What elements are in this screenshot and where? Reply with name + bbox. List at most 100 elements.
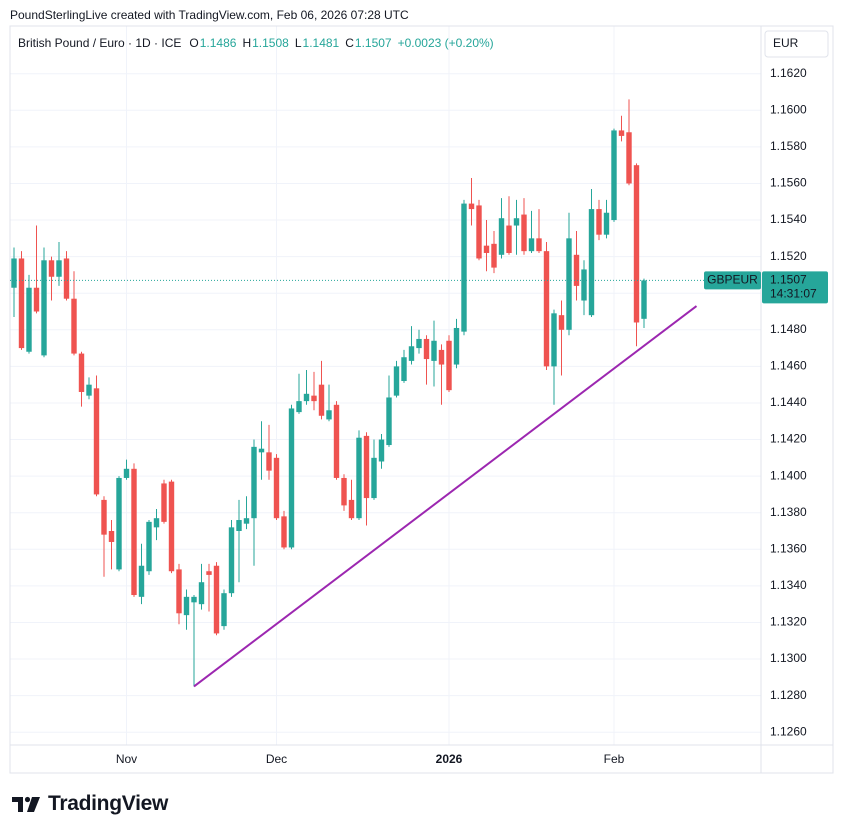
y-tick-label: 1.1440 [770,395,807,409]
candle-body [273,457,280,519]
open-label: O [189,36,199,50]
y-tick-label: 1.1560 [770,176,807,190]
candle-body [318,384,325,416]
candle-body [528,238,535,252]
candle-body [213,565,220,634]
close-value: 1.1507 [354,36,392,50]
candle-body [101,499,107,535]
currency-box[interactable] [764,30,829,58]
candle-body [266,452,272,471]
candle-body [296,401,302,413]
candle-body [341,477,347,506]
candle-body [206,571,212,575]
high-value: 1.1508 [252,36,289,50]
candle-body [138,565,145,597]
candle-body [498,218,505,255]
high-label: H [242,36,252,50]
candle-body [86,384,92,396]
candle-body [183,596,190,616]
candle-body [116,477,122,570]
candle-body [176,569,182,614]
candle-body [18,258,25,349]
open-value: 1.1486 [199,36,237,50]
candle-body [326,410,332,420]
candle-body [491,243,497,268]
candle-body [423,338,430,360]
candle-body [476,205,482,259]
y-tick-label: 1.1420 [770,432,807,446]
brand: TradingView [48,792,169,815]
y-tick-label: 1.1520 [770,249,807,263]
candle-body [566,238,572,330]
candle-body [146,521,152,572]
candle-body [386,397,392,446]
candle-body [236,520,242,531]
y-tick-label: 1.1320 [770,615,807,629]
candle-body [243,518,250,524]
candle-body [221,593,227,627]
candle-body [378,439,385,462]
candle-body [93,388,100,495]
candle-body [618,130,625,136]
candle-body [153,518,160,528]
candle-body [611,130,617,221]
candle-body [198,582,205,605]
candle-body [108,530,115,542]
candle-body [573,254,580,286]
candle-body [348,499,355,519]
candle-body [431,340,437,361]
candle-body [633,165,640,323]
candle-body [641,280,647,319]
y-tick-label: 1.1340 [770,578,807,592]
candle-body [281,516,287,548]
y-tick-label: 1.1300 [770,651,807,665]
candle-body [11,258,17,288]
candle-body [438,349,445,365]
countdown: 14:31:07 [770,287,817,301]
candle-body [588,209,595,316]
low-label: L [294,36,302,50]
trendline [193,305,698,688]
logo-icon [12,796,40,812]
candle-body [191,596,197,603]
candle-body [393,366,400,396]
candle-body [416,338,422,349]
candle-body [356,437,362,519]
y-tick-label: 1.1580 [770,139,807,153]
candle-body [453,327,460,365]
change: +0.0023 (+0.20%) [397,36,494,50]
candle-body [251,446,257,519]
last-price-label: 1.1507 [770,273,807,287]
x-tick-label: Nov [116,752,137,766]
candle-body [26,287,32,352]
candle-body [131,468,137,596]
candle-body [288,408,295,548]
candle-body [228,527,235,594]
candle-body [303,393,310,402]
candle-body [603,212,610,235]
candle-body [258,448,265,453]
symbol-label: GBPEUR [707,273,758,287]
candle-body [33,287,40,312]
candle-body [596,209,602,235]
x-tick-label: 2026 [436,752,463,766]
candle-body [521,214,527,252]
candle-body [71,298,77,354]
candle-body [581,269,587,301]
y-tick-label: 1.1360 [770,541,807,555]
candle-body [333,404,340,478]
candle-body [78,353,85,392]
y-tick-label: 1.1540 [770,212,807,226]
candle-body [558,315,565,330]
price-badge [762,271,828,304]
candle-body [48,260,55,277]
y-tick-label: 1.1260 [770,724,807,738]
candle-body [363,435,370,499]
candle-body [401,357,407,382]
legend: British Pound / Euro · 1D · ICE O1.1486 H1… [18,36,500,50]
y-tick-label: 1.1280 [770,688,807,702]
y-tick-label: 1.1400 [770,468,807,482]
candle-body [468,203,475,210]
